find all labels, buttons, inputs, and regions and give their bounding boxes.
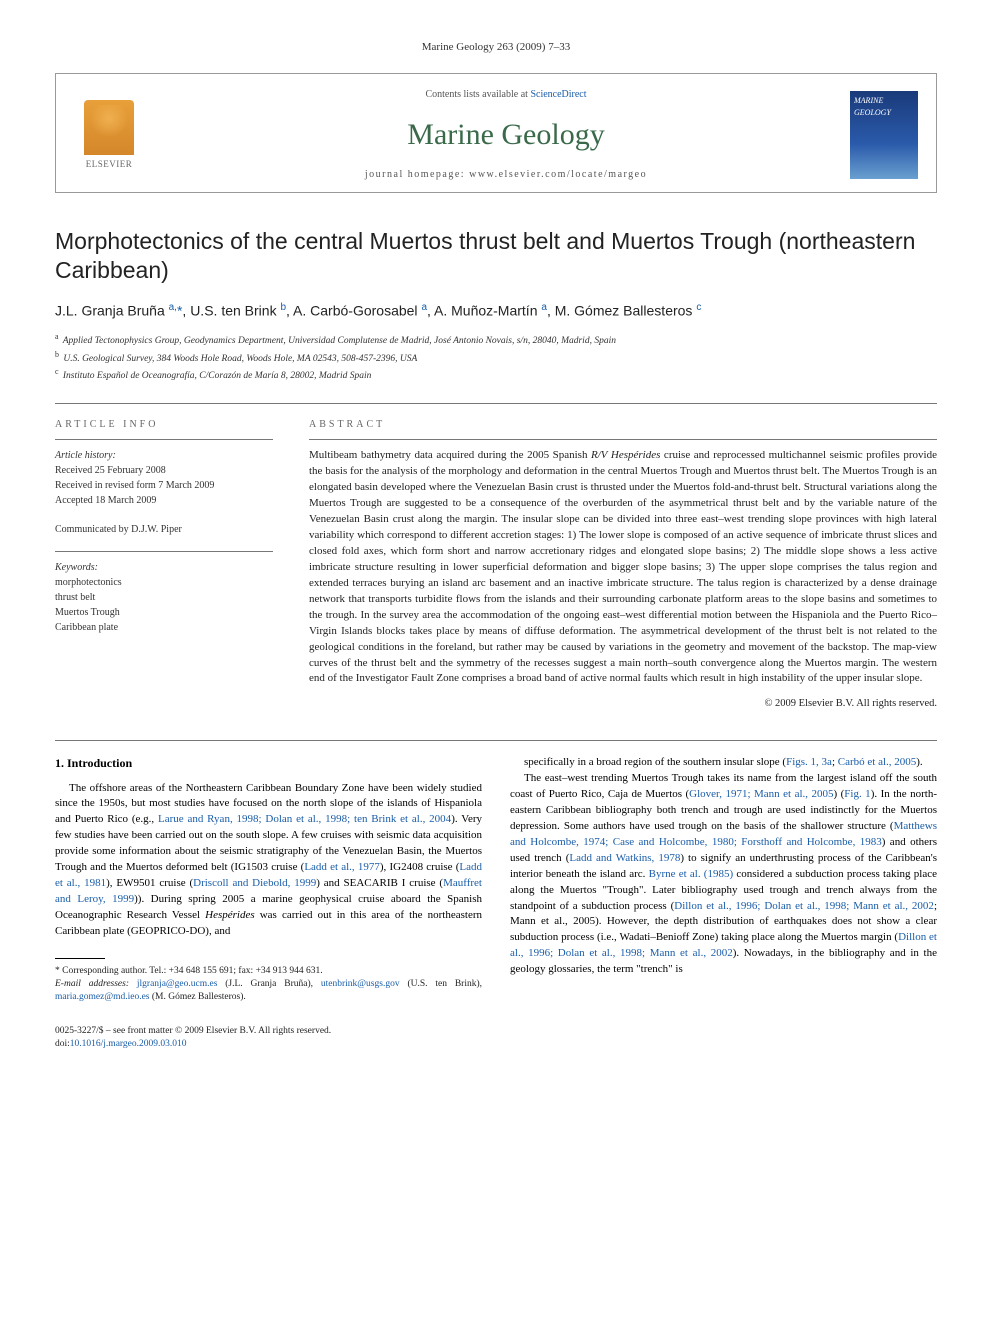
journal-masthead: ELSEVIER Contents lists available at Sci… xyxy=(55,73,937,193)
email-link[interactable]: utenbrink@usgs.gov xyxy=(321,979,400,989)
citation-link[interactable]: Carbó et al., 2005 xyxy=(838,756,917,768)
communicated-by-block: Communicated by D.J.W. Piper xyxy=(55,522,273,537)
info-abstract-row: ARTICLE INFO Article history: Received 2… xyxy=(55,418,937,712)
homepage-url: www.elsevier.com/locate/margeo xyxy=(469,169,647,180)
footnotes-block: * Corresponding author. Tel.: +34 648 15… xyxy=(55,965,482,1005)
divider xyxy=(309,439,937,440)
email-addresses-line: E-mail addresses: jlgranja@geo.ucm.es (J… xyxy=(55,978,482,1005)
cover-word-1: MARINE xyxy=(854,96,883,105)
divider xyxy=(55,551,273,552)
abstract-heading: ABSTRACT xyxy=(309,418,937,432)
citation-link[interactable]: Byrne et al. (1985) xyxy=(649,868,734,880)
contents-prefix: Contents lists available at xyxy=(425,89,530,100)
abstract-copyright: © 2009 Elsevier B.V. All rights reserved… xyxy=(309,697,937,712)
publisher-logo: ELSEVIER xyxy=(74,95,144,175)
doi-line: doi:10.1016/j.margeo.2009.03.010 xyxy=(55,1038,937,1051)
history-label: Article history: xyxy=(55,450,116,461)
publisher-name: ELSEVIER xyxy=(86,158,133,171)
keywords-block: Keywords: morphotectonics thrust belt Mu… xyxy=(55,560,273,635)
email-link[interactable]: maria.gomez@md.ieo.es xyxy=(55,992,149,1002)
elsevier-tree-icon xyxy=(84,100,134,155)
page-footer: 0025-3227/$ – see front matter © 2009 El… xyxy=(55,1025,937,1052)
abstract-text: Multibeam bathymetry data acquired durin… xyxy=(309,448,937,687)
journal-homepage-line: journal homepage: www.elsevier.com/locat… xyxy=(162,168,850,182)
doi-prefix: doi: xyxy=(55,1039,70,1049)
abstract-column: ABSTRACT Multibeam bathymetry data acqui… xyxy=(309,418,937,712)
cover-title-top: MARINE GEOLOGY xyxy=(854,95,914,117)
citation-link[interactable]: Glover, 1971; Mann et al., 2005 xyxy=(689,788,833,800)
contents-available-line: Contents lists available at ScienceDirec… xyxy=(162,88,850,102)
cover-word-2: GEOLOGY xyxy=(854,108,891,117)
citation-link[interactable]: Ladd and Watkins, 1978 xyxy=(569,852,680,864)
section-heading-intro: 1. Introduction xyxy=(55,755,482,772)
journal-name: Marine Geology xyxy=(162,114,850,156)
keywords-label: Keywords: xyxy=(55,562,98,573)
body-two-column: 1. Introduction The offshore areas of th… xyxy=(55,755,937,1005)
history-accepted: Accepted 18 March 2009 xyxy=(55,495,156,506)
affiliations-block: a Applied Tectonophysics Group, Geodynam… xyxy=(55,331,937,383)
article-page: Marine Geology 263 (2009) 7–33 ELSEVIER … xyxy=(0,0,992,1091)
doi-link[interactable]: 10.1016/j.margeo.2009.03.010 xyxy=(70,1039,187,1049)
homepage-prefix: journal homepage: xyxy=(365,169,469,180)
article-title: Morphotectonics of the central Muertos t… xyxy=(55,227,937,285)
citation-link[interactable]: Matthews and Holcombe, 1974; Case and Ho… xyxy=(510,820,937,848)
history-revised: Received in revised form 7 March 2009 xyxy=(55,480,214,491)
masthead-center: Contents lists available at ScienceDirec… xyxy=(162,88,850,182)
citation-link[interactable]: Dillon et al., 1996; Dolan et al., 1998;… xyxy=(510,931,937,959)
citation-link[interactable]: Ladd et al., 1977 xyxy=(304,861,380,873)
citation-link[interactable]: Larue and Ryan, 1998; Dolan et al., 1998… xyxy=(158,813,451,825)
email-link[interactable]: jlgranja@geo.ucm.es xyxy=(137,979,218,989)
body-paragraph: The offshore areas of the Northeastern C… xyxy=(55,781,482,940)
journal-cover-thumbnail: MARINE GEOLOGY xyxy=(850,91,918,179)
running-header: Marine Geology 263 (2009) 7–33 xyxy=(55,40,937,55)
citation-link[interactable]: Fig. 1 xyxy=(844,788,870,800)
keyword: Muertos Trough xyxy=(55,607,120,618)
citation-link[interactable]: Figs. 1, 3a xyxy=(786,756,832,768)
history-received: Received 25 February 2008 xyxy=(55,465,166,476)
article-info-column: ARTICLE INFO Article history: Received 2… xyxy=(55,418,273,712)
keyword: Caribbean plate xyxy=(55,622,118,633)
citation-link[interactable]: Dillon et al., 1996; Dolan et al., 1998;… xyxy=(674,900,934,912)
article-info-heading: ARTICLE INFO xyxy=(55,418,273,432)
footnote-separator xyxy=(55,958,105,959)
article-history-block: Article history: Received 25 February 20… xyxy=(55,448,273,508)
divider xyxy=(55,740,937,741)
issn-copyright-line: 0025-3227/$ – see front matter © 2009 El… xyxy=(55,1025,937,1038)
body-paragraph: specifically in a broad region of the so… xyxy=(510,755,937,771)
divider xyxy=(55,403,937,404)
corresponding-author-note: * Corresponding author. Tel.: +34 648 15… xyxy=(55,965,482,978)
body-paragraph: The east–west trending Muertos Trough ta… xyxy=(510,771,937,978)
author-list: J.L. Granja Bruña a,*, U.S. ten Brink b,… xyxy=(55,301,937,321)
keyword: thrust belt xyxy=(55,592,95,603)
keyword: morphotectonics xyxy=(55,577,122,588)
sciencedirect-link[interactable]: ScienceDirect xyxy=(530,89,586,100)
divider xyxy=(55,439,273,440)
citation-link[interactable]: Driscoll and Diebold, 1999 xyxy=(193,877,316,889)
